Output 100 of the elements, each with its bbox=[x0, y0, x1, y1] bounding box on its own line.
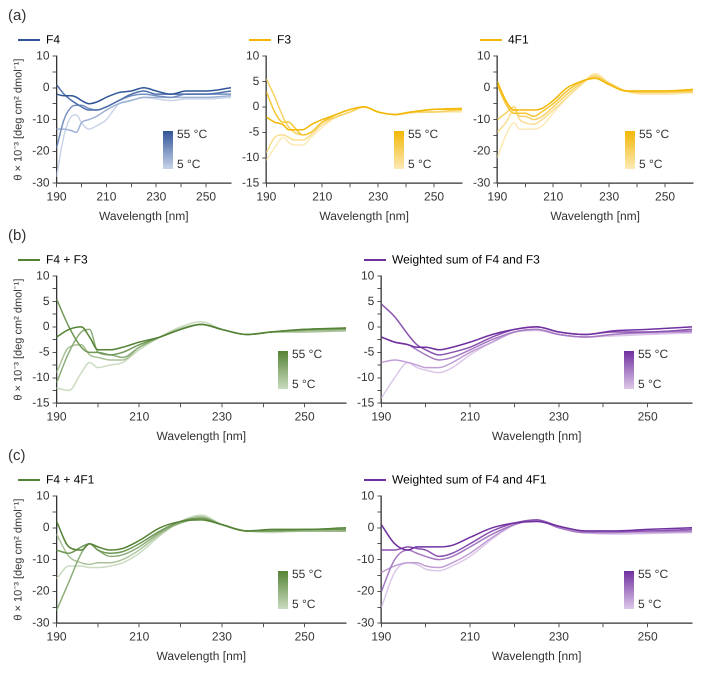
line-series bbox=[56, 87, 231, 104]
x-tick-label: 210 bbox=[129, 630, 150, 644]
y-tick-label: -10 bbox=[357, 552, 375, 566]
line-series bbox=[381, 326, 692, 351]
x-tick-label: 210 bbox=[312, 190, 333, 204]
line-series bbox=[56, 84, 231, 111]
legend-label: F3 bbox=[277, 32, 292, 46]
x-axis-title: Wavelength [nm] bbox=[492, 429, 582, 444]
x-axis-title: Wavelength [nm] bbox=[98, 209, 189, 224]
chart-title: (b) bbox=[8, 227, 28, 244]
annotation: 55 °C bbox=[638, 567, 668, 581]
y-tick-label: -5 bbox=[38, 344, 50, 359]
legend-label: F4 + 4F1 bbox=[46, 472, 95, 486]
legend-label: F4 bbox=[46, 32, 60, 46]
annotation: 55 °C bbox=[292, 347, 322, 361]
x-tick-label: 190 bbox=[46, 410, 67, 424]
y-axis-title: θ × 10⁻³ [deg cm² dmol⁻¹] bbox=[12, 58, 25, 181]
y-axis-title: θ × 10⁻³ [deg cm² dmol⁻¹] bbox=[12, 278, 25, 401]
x-tick-label: 190 bbox=[46, 630, 67, 644]
x-tick-label: 230 bbox=[212, 410, 232, 424]
y-tick-label: -10 bbox=[357, 370, 375, 384]
y-tick-label: -10 bbox=[32, 370, 50, 384]
y-tick-label: 0 bbox=[368, 520, 375, 534]
x-tick-label: 230 bbox=[212, 630, 232, 644]
legend-label: Weighted sum of F4 and F3 bbox=[392, 252, 540, 266]
y-tick-label: -30 bbox=[32, 616, 50, 630]
legend-label: F4 + F3 bbox=[46, 252, 88, 266]
x-tick-label: 190 bbox=[371, 630, 392, 644]
annotation: 5 °C bbox=[177, 157, 200, 171]
annotation: 5 °C bbox=[639, 157, 662, 171]
y-tick-label: 10 bbox=[36, 488, 50, 502]
x-tick-label: 230 bbox=[599, 190, 620, 204]
line-series bbox=[56, 96, 231, 178]
x-tick-label: 190 bbox=[256, 190, 277, 204]
annotation: 55 °C bbox=[639, 127, 670, 141]
annotation: 55 °C bbox=[292, 567, 322, 581]
line-series bbox=[381, 520, 692, 551]
y-tick-label: 0 bbox=[252, 99, 260, 114]
y-tick-label: -20 bbox=[32, 144, 50, 158]
annotation: 5 °C bbox=[408, 157, 432, 171]
annotation: 55 °C bbox=[638, 347, 668, 361]
y-axis-title: θ × 10⁻³ [deg cm² dmol⁻¹] bbox=[12, 498, 25, 621]
x-axis-title: Wavelength [nm] bbox=[156, 429, 246, 444]
x-tick-label: 230 bbox=[548, 410, 570, 424]
annotation: 5 °C bbox=[292, 597, 316, 611]
y-tick-label: 10 bbox=[360, 488, 375, 502]
annotation: 55 °C bbox=[408, 127, 438, 141]
line-series bbox=[497, 78, 693, 111]
x-tick-label: 190 bbox=[371, 410, 392, 424]
y-tick-label: -5 bbox=[248, 124, 260, 139]
y-tick-label: 0 bbox=[484, 80, 491, 94]
y-tick-label: 10 bbox=[36, 48, 50, 62]
x-tick-label: 230 bbox=[548, 630, 570, 644]
y-tick-label: 0 bbox=[42, 80, 50, 94]
y-tick-label: 0 bbox=[42, 520, 50, 534]
y-tick-label: 0 bbox=[368, 319, 375, 334]
legend-label: Weighted sum of F4 and 4F1 bbox=[392, 472, 547, 486]
legend-label: 4F1 bbox=[508, 32, 530, 46]
x-tick-label: 230 bbox=[146, 190, 167, 204]
y-tick-label: -10 bbox=[242, 150, 260, 164]
y-tick-label: 10 bbox=[360, 268, 375, 282]
x-tick-label: 210 bbox=[460, 630, 480, 644]
y-tick-label: 10 bbox=[246, 48, 260, 62]
x-tick-label: 210 bbox=[460, 410, 480, 424]
y-tick-label: -10 bbox=[32, 112, 50, 126]
y-tick-label: -15 bbox=[242, 176, 260, 190]
x-axis-title: Wavelength [nm] bbox=[319, 209, 409, 224]
x-axis-title: Wavelength [nm] bbox=[156, 649, 246, 664]
x-tick-label: 250 bbox=[196, 190, 216, 204]
annotation: 55 °C bbox=[177, 127, 208, 141]
y-tick-label: 5 bbox=[252, 74, 260, 88]
x-tick-label: 210 bbox=[96, 190, 117, 204]
y-tick-label: -30 bbox=[473, 176, 491, 190]
y-tick-label: -15 bbox=[357, 396, 375, 410]
y-tick-label: -30 bbox=[357, 616, 375, 630]
y-tick-label: -5 bbox=[364, 344, 375, 359]
y-tick-label: 10 bbox=[36, 268, 50, 282]
x-tick-label: 250 bbox=[424, 190, 444, 204]
x-tick-label: 210 bbox=[543, 190, 564, 204]
y-tick-label: -20 bbox=[357, 584, 375, 598]
y-tick-label: -20 bbox=[32, 584, 50, 598]
x-tick-label: 210 bbox=[129, 410, 150, 424]
x-tick-label: 250 bbox=[638, 410, 658, 424]
y-tick-label: 10 bbox=[476, 48, 491, 62]
annotation: 5 °C bbox=[638, 377, 662, 391]
x-tick-label: 190 bbox=[487, 190, 508, 204]
x-tick-label: 250 bbox=[655, 190, 676, 204]
x-tick-label: 230 bbox=[368, 190, 388, 204]
annotation: 5 °C bbox=[292, 377, 316, 391]
annotation: 5 °C bbox=[638, 597, 662, 611]
chart-title: (a) bbox=[8, 7, 28, 24]
y-tick-label: 5 bbox=[368, 294, 375, 308]
x-tick-label: 190 bbox=[46, 190, 67, 204]
chart-title: (c) bbox=[8, 447, 26, 464]
y-tick-label: -20 bbox=[473, 144, 491, 158]
x-tick-label: 250 bbox=[294, 630, 315, 644]
line-series bbox=[56, 324, 346, 351]
x-axis-title: Wavelength [nm] bbox=[492, 649, 582, 664]
x-tick-label: 250 bbox=[294, 410, 315, 424]
line-series bbox=[266, 106, 462, 131]
